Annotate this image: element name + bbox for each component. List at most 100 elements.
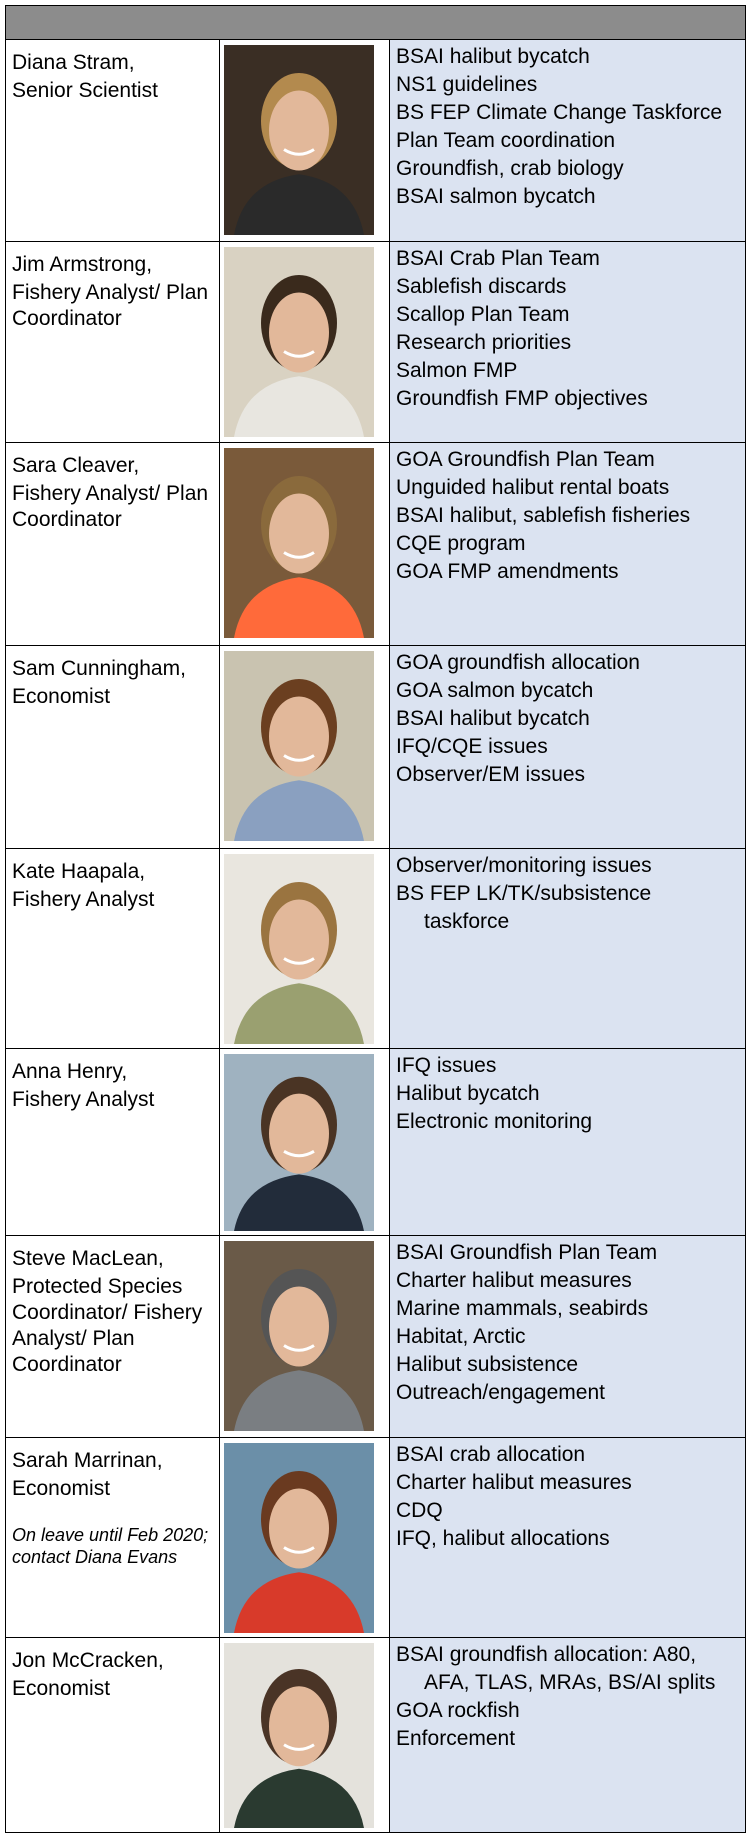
- task-item: Charter halibut measures: [396, 1269, 632, 1292]
- task-list: GOA groundfish allocation GOA salmon byca…: [390, 646, 745, 792]
- task-list: IFQ issues Halibut bycatch Electronic moni…: [390, 1049, 745, 1139]
- staff-name: Kate Haapala,: [12, 860, 146, 883]
- name-cell: Diana Stram, Senior Scientist: [5, 39, 220, 242]
- staff-row: Steve MacLean, Protected Species Coordina…: [5, 1235, 746, 1438]
- photo-cell: [219, 1637, 390, 1833]
- photo-cell: [219, 645, 390, 849]
- staff-title: Fishery Analyst: [12, 888, 155, 911]
- task-item: BS FEP Climate Change Taskforce: [396, 101, 723, 124]
- task-list: BSAI crab allocation Charter halibut meas…: [390, 1438, 745, 1556]
- name-block: Jon McCracken, Economist: [6, 1638, 219, 1709]
- task-item: Halibut subsistence: [396, 1353, 579, 1376]
- task-item: Charter halibut measures: [396, 1471, 632, 1494]
- staff-title: Senior Scientist: [12, 79, 158, 102]
- task-item: Sablefish discards: [396, 275, 567, 298]
- staff-name: Jim Armstrong,: [12, 253, 153, 276]
- name-cell: Sara Cleaver, Fishery Analyst/ Plan Coord…: [5, 442, 220, 646]
- name-block: Kate Haapala, Fishery Analyst: [6, 849, 219, 920]
- name-block: Jim Armstrong, Fishery Analyst/ Plan Coor…: [6, 242, 219, 339]
- name-cell: Sam Cunningham, Economist: [5, 645, 220, 849]
- photo-cell: [219, 1235, 390, 1438]
- staff-name: Anna Henry,: [12, 1060, 128, 1083]
- staff-title: Fishery Analyst/ Plan Coordinator: [12, 281, 209, 330]
- task-list: BSAI groundfish allocation: A80, AFA, TL…: [390, 1638, 745, 1756]
- name-cell: Anna Henry, Fishery Analyst: [5, 1048, 220, 1236]
- staff-title: Fishery Analyst/ Plan Coordinator: [12, 482, 209, 531]
- task-item: Research priorities: [396, 331, 572, 354]
- staff-name: Steve MacLean,: [12, 1247, 164, 1270]
- tasks-cell: GOA Groundfish Plan Team Unguided halibut…: [389, 442, 746, 646]
- tasks-cell: GOA groundfish allocation GOA salmon byca…: [389, 645, 746, 849]
- task-item: BSAI Groundfish Plan Team: [396, 1241, 658, 1264]
- staff-name: Sarah Marrinan,: [12, 1449, 163, 1472]
- task-item: BSAI salmon bycatch: [396, 185, 596, 208]
- task-item: Habitat, Arctic: [396, 1325, 526, 1348]
- staff-row: Sam Cunningham, Economist GOA groundfish …: [5, 645, 746, 849]
- name-block: Steve MacLean, Protected Species Coordina…: [6, 1236, 219, 1385]
- name-block: Diana Stram, Senior Scientist: [6, 40, 219, 111]
- name-block: Sarah Marrinan, Economist On leave until F…: [6, 1438, 219, 1575]
- header-row: [5, 5, 746, 40]
- task-item: CQE program: [396, 532, 526, 555]
- photo-cell: [219, 241, 390, 443]
- staff-title: Economist: [12, 1677, 111, 1700]
- staff-photo: [224, 1643, 374, 1828]
- staff-photo: [224, 1241, 374, 1431]
- task-item: Groundfish FMP objectives: [396, 387, 648, 410]
- task-item: GOA salmon bycatch: [396, 679, 594, 702]
- staff-note: On leave until Feb 2020; contact Diana E…: [12, 1525, 209, 1567]
- photo-cell: [219, 848, 390, 1049]
- tasks-cell: BSAI Groundfish Plan Team Charter halibut…: [389, 1235, 746, 1438]
- task-list: BSAI halibut bycatch NS1 guidelines BS FEP…: [390, 40, 745, 214]
- staff-name: Diana Stram,: [12, 51, 135, 74]
- tasks-cell: BSAI halibut bycatch NS1 guidelines BS FEP…: [389, 39, 746, 242]
- task-list: BSAI Groundfish Plan Team Charter halibut…: [390, 1236, 745, 1410]
- staff-photo: [224, 448, 374, 638]
- task-item: Scallop Plan Team: [396, 303, 570, 326]
- task-item: Enforcement: [396, 1727, 516, 1750]
- tasks-cell: Observer/monitoring issues BS FEP LK/TK/s…: [389, 848, 746, 1049]
- staff-title: Fishery Analyst: [12, 1088, 155, 1111]
- staff-row: Anna Henry, Fishery Analyst IFQ issues Hal…: [5, 1048, 746, 1236]
- staff-title: Economist: [12, 1477, 111, 1500]
- task-item: IFQ, halibut allocations: [396, 1527, 610, 1550]
- tasks-cell: BSAI Crab Plan Team Sablefish discards Sca…: [389, 241, 746, 443]
- staff-photo: [224, 45, 374, 235]
- tasks-cell: BSAI groundfish allocation: A80, AFA, TL…: [389, 1637, 746, 1833]
- task-item: BSAI groundfish allocation: A80, AFA, TL…: [396, 1643, 716, 1694]
- staff-row: Kate Haapala, Fishery Analyst Observer/mo…: [5, 848, 746, 1049]
- staff-title: Economist: [12, 685, 111, 708]
- staff-row: Diana Stram, Senior Scientist BSAI halibu…: [5, 39, 746, 242]
- header-cell: [5, 5, 746, 40]
- task-item: IFQ issues: [396, 1054, 497, 1077]
- task-item: NS1 guidelines: [396, 73, 538, 96]
- task-item: BSAI crab allocation: [396, 1443, 586, 1466]
- staff-row: Jim Armstrong, Fishery Analyst/ Plan Coor…: [5, 241, 746, 443]
- task-item: GOA Groundfish Plan Team: [396, 448, 655, 471]
- photo-cell: [219, 1048, 390, 1236]
- staff-title: Protected Species Coordinator/ Fishery A…: [12, 1275, 203, 1376]
- name-block: Sam Cunningham, Economist: [6, 646, 219, 717]
- staff-table: Diana Stram, Senior Scientist BSAI halibu…: [5, 5, 746, 1833]
- name-cell: Jon McCracken, Economist: [5, 1637, 220, 1833]
- staff-name: Sara Cleaver,: [12, 454, 140, 477]
- task-item: BSAI Crab Plan Team: [396, 247, 600, 270]
- task-item: CDQ: [396, 1499, 443, 1522]
- task-list: Observer/monitoring issues BS FEP LK/TK/s…: [390, 849, 745, 939]
- task-item: Observer/EM issues: [396, 763, 586, 786]
- tasks-cell: IFQ issues Halibut bycatch Electronic moni…: [389, 1048, 746, 1236]
- staff-photo: [224, 247, 374, 437]
- photo-cell: [219, 39, 390, 242]
- staff-name: Jon McCracken,: [12, 1649, 164, 1672]
- name-cell: Steve MacLean, Protected Species Coordina…: [5, 1235, 220, 1438]
- staff-row: Sarah Marrinan, Economist On leave until F…: [5, 1437, 746, 1638]
- name-cell: Jim Armstrong, Fishery Analyst/ Plan Coor…: [5, 241, 220, 443]
- name-cell: Sarah Marrinan, Economist On leave until F…: [5, 1437, 220, 1638]
- task-item: GOA groundfish allocation: [396, 651, 640, 674]
- staff-name: Sam Cunningham,: [12, 657, 186, 680]
- staff-photo: [224, 1054, 374, 1231]
- staff-photo: [224, 854, 374, 1044]
- task-item: BSAI halibut bycatch: [396, 707, 590, 730]
- staff-photo: [224, 651, 374, 841]
